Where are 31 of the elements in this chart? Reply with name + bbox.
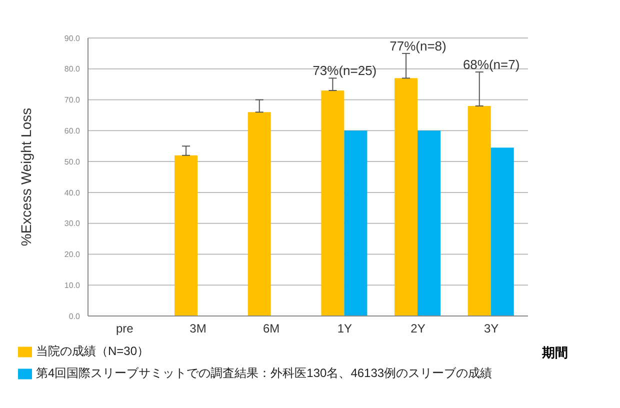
y-tick-label: 80.0 (64, 64, 81, 74)
x-tick-label: 6M (262, 322, 280, 336)
bar (174, 155, 198, 316)
y-tick-label: 60.0 (64, 126, 81, 136)
x-tick-label: pre (116, 322, 134, 336)
x-tick-label: 3Y (484, 322, 499, 336)
x-tick-label: 3M (190, 322, 206, 336)
legend-label: 当院の成績（N=30） (36, 344, 150, 358)
y-tick-label: 0.0 (68, 312, 81, 321)
bar (394, 78, 418, 316)
y-tick-label: 40.0 (64, 188, 81, 198)
bar (490, 148, 514, 316)
annotation: 68%(n=7) (462, 56, 520, 72)
annotation: 73%(n=25) (312, 63, 377, 78)
y-tick-label: 30.0 (64, 219, 81, 228)
y-tick-label: 90.0 (64, 34, 81, 43)
bar (248, 112, 271, 316)
bar (321, 90, 344, 316)
x-tick-label: 2Y (410, 322, 426, 336)
x-tick-label: 1Y (337, 322, 352, 336)
bar (344, 130, 368, 316)
annotation: 77%(n=8) (390, 38, 446, 54)
y-tick-label: 20.0 (64, 250, 81, 260)
y-tick-label: 10.0 (64, 280, 81, 290)
y-tick-label: 70.0 (64, 96, 81, 105)
y-axis-title: %Excess Weight Loss (18, 108, 34, 246)
x-axis-title: 期間 (542, 344, 568, 362)
bar (418, 130, 441, 316)
y-tick-label: 50.0 (64, 157, 81, 166)
bar (468, 106, 491, 316)
legend-label: 第4回国際スリーブサミットでの調査結果：外科医130名、46133例のスリーブの成績 (36, 366, 492, 380)
